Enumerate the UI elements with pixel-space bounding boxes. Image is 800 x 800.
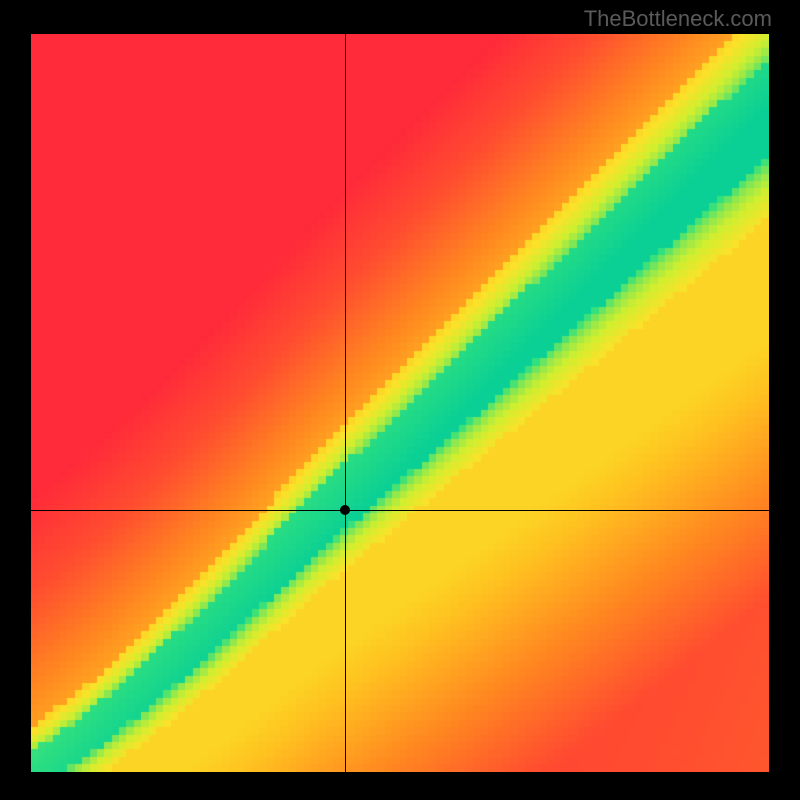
chart-container: TheBottleneck.com	[0, 0, 800, 800]
plot-area	[31, 34, 769, 772]
heatmap-canvas	[31, 34, 769, 772]
watermark-text: TheBottleneck.com	[584, 6, 772, 32]
crosshair-horizontal	[31, 510, 769, 511]
crosshair-marker	[340, 505, 350, 515]
crosshair-vertical	[345, 34, 346, 772]
